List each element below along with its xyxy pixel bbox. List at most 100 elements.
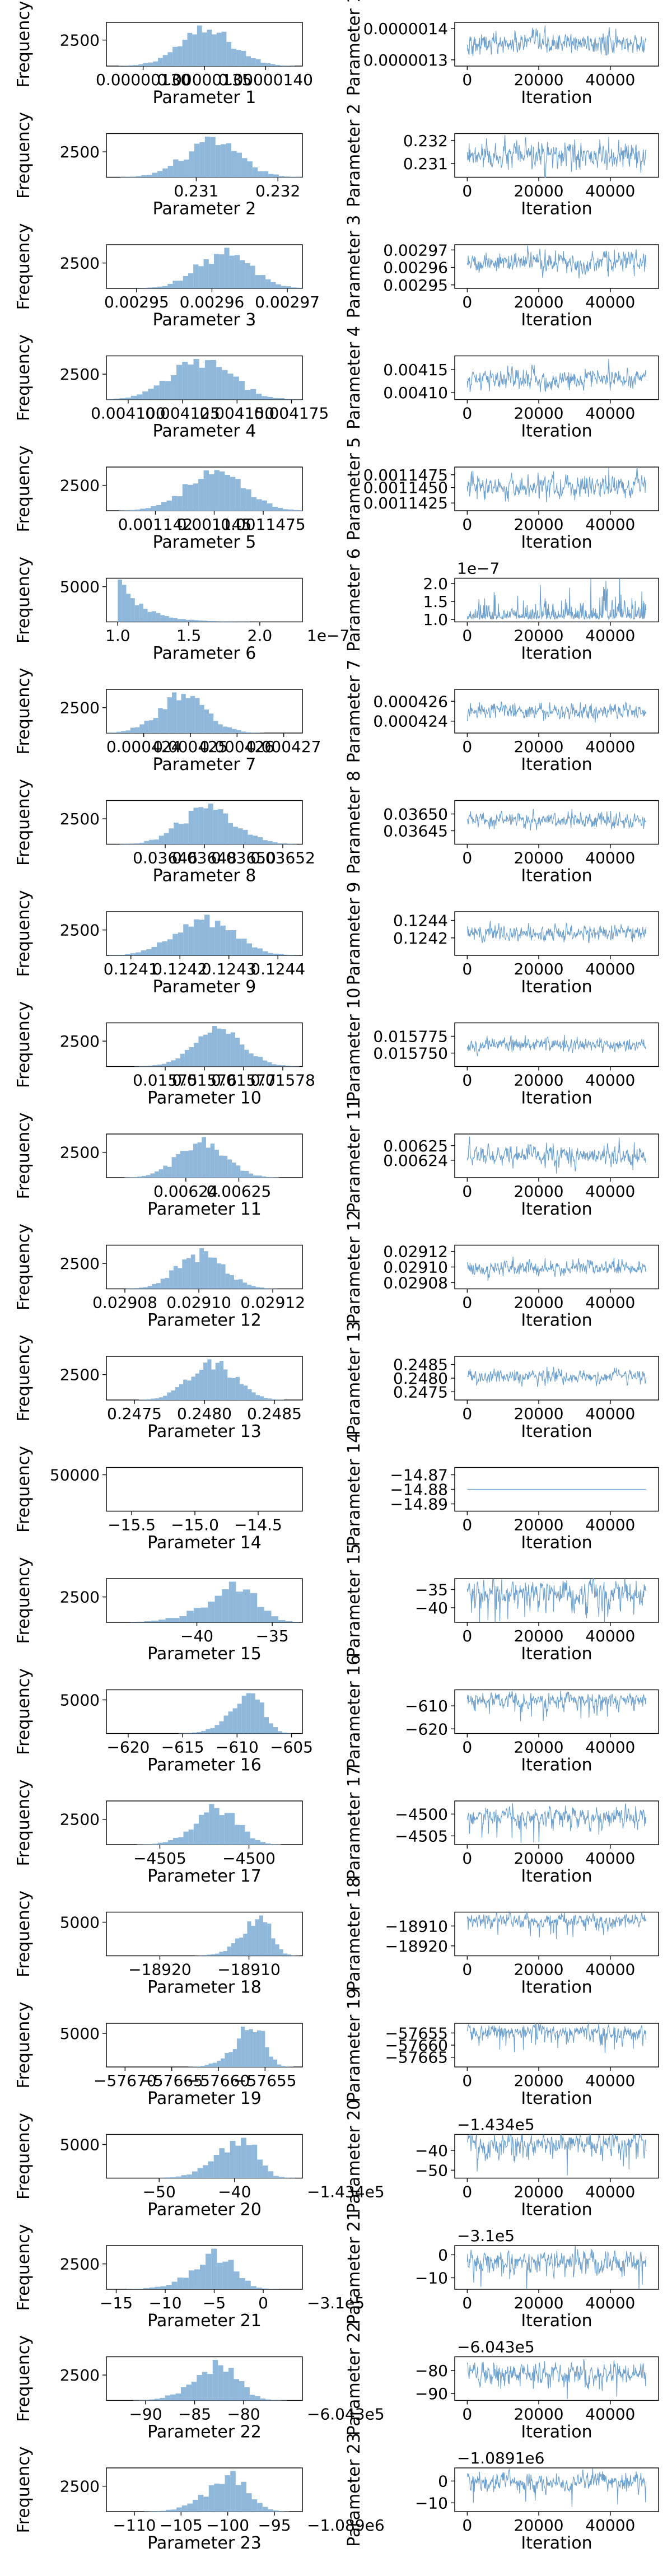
- histogram-bar: [181, 2387, 186, 2401]
- trace-21-ytick-label: 0: [438, 2246, 448, 2264]
- histogram-bar: [251, 497, 257, 511]
- histogram-bar: [153, 61, 158, 66]
- trace-21-frame: [454, 2245, 659, 2290]
- trace-11-xtick-label: 20000: [514, 1182, 564, 1201]
- histogram-bar: [207, 2374, 213, 2401]
- histogram-bar: [114, 398, 120, 400]
- histogram-bar: [268, 2509, 273, 2512]
- trace-16-xlabel: Iteration: [521, 1756, 592, 1775]
- hist-15-xtick-label: −40: [180, 1627, 213, 1645]
- histogram-bar: [173, 159, 179, 178]
- histogram-bar: [167, 283, 173, 288]
- histogram-bar: [214, 1808, 220, 1845]
- histogram-bar: [155, 2286, 161, 2289]
- trace-17-ytick-label: −4505: [395, 1827, 448, 1845]
- histogram-bar: [192, 34, 197, 66]
- histogram-bar: [204, 914, 210, 955]
- histogram-bar: [130, 727, 135, 733]
- trace-10-xlabel: Iteration: [521, 1089, 592, 1108]
- trace-1-ytick-label: 0.0000013: [363, 51, 448, 69]
- histogram-bar: [245, 1831, 250, 1845]
- trace-10-ytick-label: 0.015775: [373, 1028, 448, 1046]
- histogram-bar: [255, 1287, 260, 1289]
- trace-14-xtick-label: 0: [462, 1516, 472, 1534]
- histogram-bar: [264, 1288, 269, 1289]
- hist-22-xlabel: Parameter 22: [147, 2423, 262, 2442]
- histogram-bar: [177, 619, 182, 622]
- hist-10-ylabel: Frequency: [14, 1001, 34, 1088]
- trace-5-xlabel: Iteration: [521, 533, 592, 552]
- histogram-bar: [148, 720, 153, 733]
- histogram-bar: [130, 395, 137, 400]
- histogram-bar: [241, 158, 248, 178]
- histogram-bar: [197, 1142, 202, 1178]
- histogram-bar: [177, 2278, 183, 2289]
- hist-7-ylabel: Frequency: [14, 668, 34, 755]
- histogram-bar: [153, 839, 159, 844]
- histogram-bar: [155, 1398, 159, 1400]
- histogram-bar: [170, 2177, 176, 2178]
- hist-3-xtick-label: 0.00297: [255, 293, 320, 311]
- histogram-bar: [268, 953, 273, 955]
- histogram-bar: [272, 1064, 277, 1067]
- histogram-bar: [193, 483, 199, 511]
- histogram-bar: [231, 1943, 235, 1956]
- trace-3-xtick-label: 0: [462, 293, 472, 311]
- histogram-bar: [228, 2260, 234, 2289]
- histogram-bar: [126, 594, 131, 622]
- histogram-bar: [158, 1169, 164, 1178]
- hist-1-xtick-label: 0.00000140: [218, 71, 313, 89]
- histogram-bar: [259, 1915, 263, 1956]
- histogram-bar: [167, 697, 172, 733]
- trace-21-xtick-label: 0: [462, 2294, 472, 2312]
- histogram-bar: [241, 1695, 246, 1734]
- histogram-bar: [212, 1025, 217, 1067]
- histogram-bar: [167, 165, 174, 178]
- trace-2-xtick-label: 0: [462, 182, 472, 200]
- histogram-bar: [242, 829, 248, 844]
- trace-line: [466, 359, 647, 393]
- trace-9-frame: [454, 911, 659, 956]
- trace-18-frame: [454, 1911, 659, 1957]
- histogram-bar: [147, 287, 152, 288]
- trace-1-xtick-label: 40000: [585, 71, 635, 89]
- histogram-bar: [243, 1589, 250, 1622]
- histogram-bar: [250, 1838, 255, 1845]
- histogram-bar: [277, 843, 283, 844]
- histogram-bar: [268, 1723, 274, 1734]
- hist-16-ylabel: Frequency: [14, 1668, 34, 1755]
- histogram-bar: [148, 389, 154, 400]
- trace-5-ytick-label: 0.0011425: [363, 494, 448, 512]
- histogram-bar: [171, 1157, 176, 1178]
- histogram-bar: [255, 732, 260, 733]
- hist-11-ylabel: Frequency: [14, 1113, 34, 1200]
- histogram-bar: [199, 142, 205, 178]
- histogram-bar: [244, 390, 251, 400]
- histogram-bar: [250, 389, 256, 400]
- hist-20-ylabel: Frequency: [14, 2113, 34, 2200]
- histogram-bar: [137, 1176, 142, 1178]
- histogram-bar: [262, 951, 268, 955]
- histogram-bar: [215, 1953, 220, 1956]
- histogram-bar: [232, 729, 237, 733]
- trace-13-ytick-label: 0.2480: [393, 1369, 448, 1388]
- trace-line: [466, 1691, 647, 1721]
- histogram-bar: [195, 698, 200, 733]
- trace-17-ylabel: Parameter 17: [344, 1766, 364, 1880]
- hist-15-xtick-label: −35: [256, 1627, 289, 1645]
- param-row-1: 0.000001300.000001350.000001402500Parame…: [14, 0, 659, 108]
- hist-8-xtick-label: 0.03652: [250, 849, 315, 867]
- trace-12-ylabel: Parameter 12: [344, 1210, 364, 1324]
- trace-20-xtick-label: 0: [462, 2183, 472, 2201]
- param-row-14: −15.5 −15.0 −14.5 50000 Parameter 14 Frequenc…: [14, 1432, 659, 1553]
- histogram-bar: [219, 1361, 224, 1400]
- hist-9-xtick-label: 0.1241: [104, 960, 158, 978]
- trace-22-frame: [454, 2356, 659, 2401]
- histogram-bar: [227, 1159, 232, 1178]
- histogram-bar: [167, 1166, 172, 1178]
- histogram-bar: [122, 585, 127, 622]
- histogram-bar: [211, 1954, 216, 1956]
- histogram-bar: [214, 1150, 219, 1178]
- trace-23-xtick-label: 40000: [585, 2516, 635, 2535]
